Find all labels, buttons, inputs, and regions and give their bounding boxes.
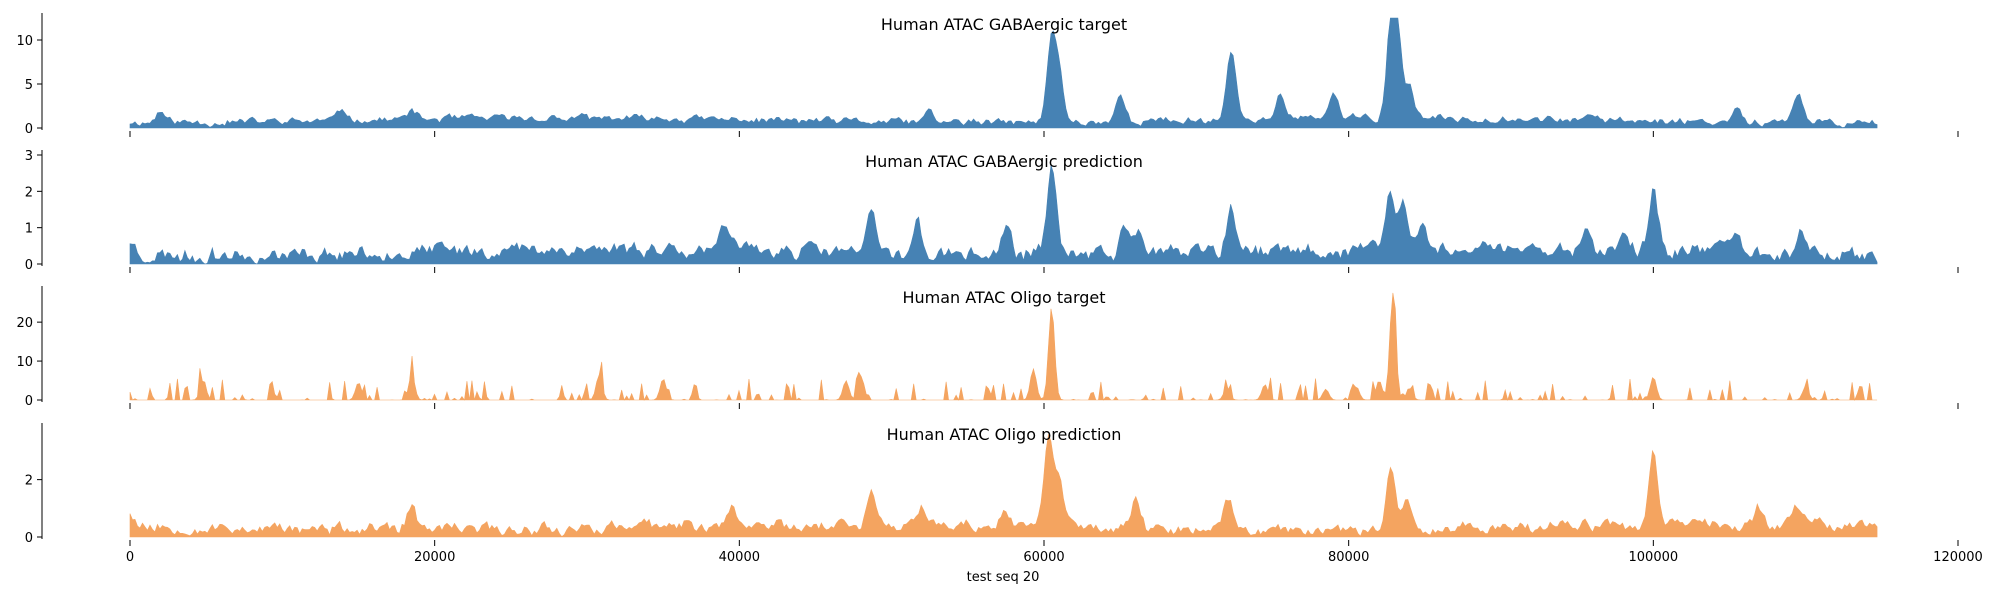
- x-tick-label: 20000: [414, 550, 455, 565]
- x-tick-label: 80000: [1328, 550, 1369, 565]
- x-tick-label: 60000: [1023, 550, 1064, 565]
- x-tick-label: 120000: [1933, 550, 1983, 565]
- panel-title: Human ATAC GABAergic target: [881, 15, 1127, 34]
- panel-title: Human ATAC Oligo target: [902, 288, 1105, 307]
- x-tick-label: 0: [126, 550, 134, 565]
- y-tick-label: 0: [25, 394, 33, 409]
- series-area-1: [129, 17, 1878, 129]
- x-axis-label: test seq 20: [967, 570, 1040, 585]
- y-tick-label: 2: [25, 185, 33, 200]
- panel-title: Human ATAC GABAergic prediction: [865, 152, 1143, 171]
- x-axis: 0 20000 40000 60000 80000 100000 120000 test se…: [126, 550, 1983, 585]
- y-tick-label: 0: [25, 122, 33, 137]
- x-tick-label: 40000: [719, 550, 760, 565]
- y-tick-label: 10: [16, 355, 33, 370]
- panel-4: 0 2 Human ATAC Oligo prediction: [25, 423, 1959, 546]
- series-area-2: [129, 165, 1878, 265]
- panel-1: 0 5 10 Human ATAC GABAergic target: [16, 13, 1959, 137]
- panel-title: Human ATAC Oligo prediction: [887, 425, 1122, 444]
- y-tick-label: 0: [25, 258, 33, 273]
- y-tick-label: 10: [16, 34, 33, 49]
- y-tick-label: 20: [16, 316, 33, 331]
- x-tick-label: 100000: [1629, 550, 1679, 565]
- y-tick-label: 2: [25, 474, 33, 489]
- series-area-3: [129, 292, 1878, 402]
- y-tick-label: 5: [25, 78, 33, 93]
- y-tick-label: 0: [25, 531, 33, 546]
- y-tick-label: 3: [25, 149, 33, 164]
- y-tick-label: 1: [25, 222, 33, 237]
- series-area-4: [129, 434, 1878, 538]
- panel-2: 0 1 2 3 Human ATAC GABAergic prediction: [25, 149, 1959, 273]
- panel-3: 0 10 20 Human ATAC Oligo target: [16, 286, 1959, 409]
